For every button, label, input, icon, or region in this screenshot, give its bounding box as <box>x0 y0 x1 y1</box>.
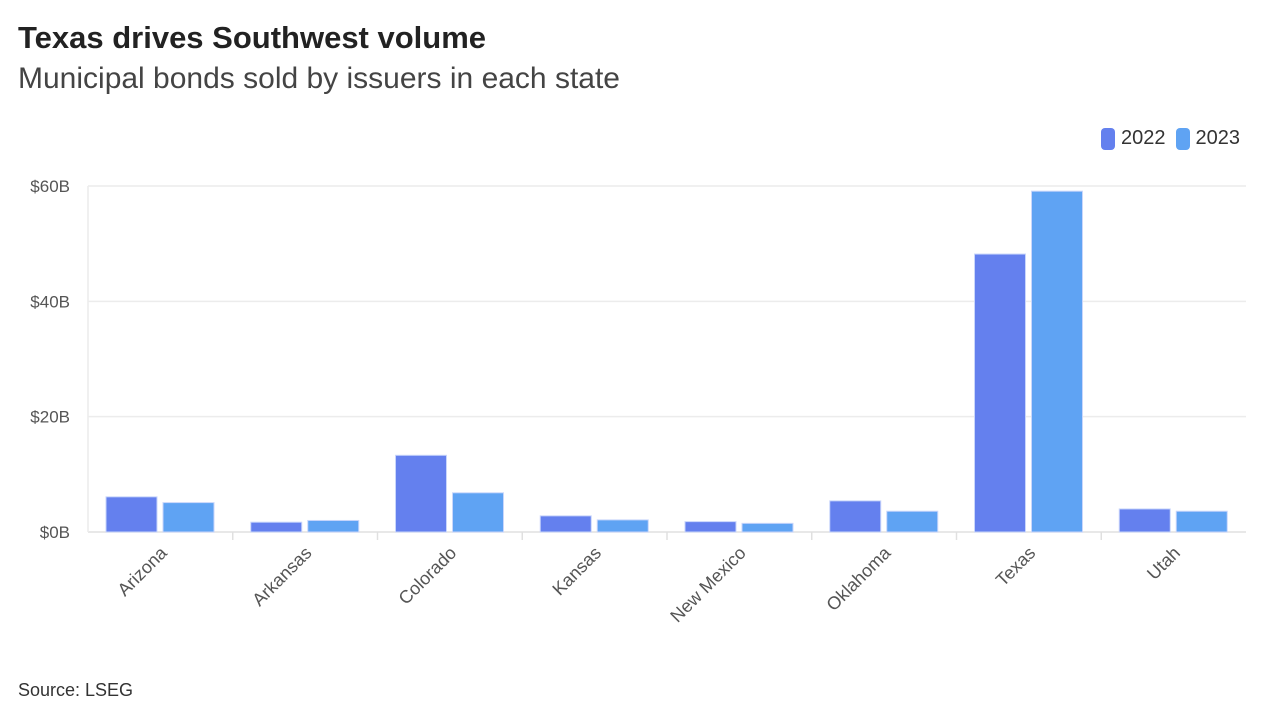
source-note: Source: LSEG <box>18 680 134 700</box>
legend-item-2023[interactable]: 2023 <box>1175 127 1241 150</box>
legend-label-2022: 2022 <box>1121 127 1166 149</box>
bar-2022-colorado <box>395 454 447 533</box>
bar-2023-utah <box>1175 510 1228 533</box>
legend-swatch-2023 <box>1175 127 1190 150</box>
bar-2023-oklahoma <box>886 510 939 533</box>
bar-2022-kansas <box>539 515 592 533</box>
x-tick-label: Colorado <box>395 543 461 609</box>
chart-title: Texas drives Southwest volume <box>18 20 487 55</box>
bar-2022-texas <box>974 253 1026 533</box>
bar-2023-new-mexico <box>741 522 794 533</box>
bar-2023-arkansas <box>307 519 360 533</box>
bar-2022-arkansas <box>250 521 303 533</box>
bar-2023-arizona <box>162 502 215 533</box>
legend: 2022 2023 <box>1101 127 1240 150</box>
legend-label-2023: 2023 <box>1195 127 1241 149</box>
chart-subtitle: Municipal bonds sold by issuers in each … <box>18 62 620 95</box>
y-tick-label: $40B <box>30 292 70 311</box>
x-tick-label: Texas <box>992 543 1039 590</box>
bar-2022-utah <box>1118 508 1171 533</box>
x-tick-label: Arizona <box>114 542 172 600</box>
y-tick-label: $0B <box>40 523 70 542</box>
y-tick-label: $20B <box>30 408 70 427</box>
bar-2022-new-mexico <box>684 521 737 533</box>
legend-item-2022[interactable]: 2022 <box>1101 127 1166 150</box>
x-tick-label: New Mexico <box>666 543 749 626</box>
bar-2022-arizona <box>105 496 158 533</box>
x-tick-label: Kansas <box>548 543 605 600</box>
bar-2023-kansas <box>596 519 649 533</box>
x-tick-label: Arkansas <box>248 543 315 610</box>
legend-swatch-2022 <box>1101 127 1115 150</box>
bar-2023-colorado <box>452 492 504 533</box>
x-tick-label: Utah <box>1143 543 1184 584</box>
y-tick-label: $60B <box>30 177 70 196</box>
x-tick-label: Oklahoma <box>822 542 895 615</box>
bar-2023-texas <box>1031 190 1083 533</box>
bar-2022-oklahoma <box>829 500 882 533</box>
